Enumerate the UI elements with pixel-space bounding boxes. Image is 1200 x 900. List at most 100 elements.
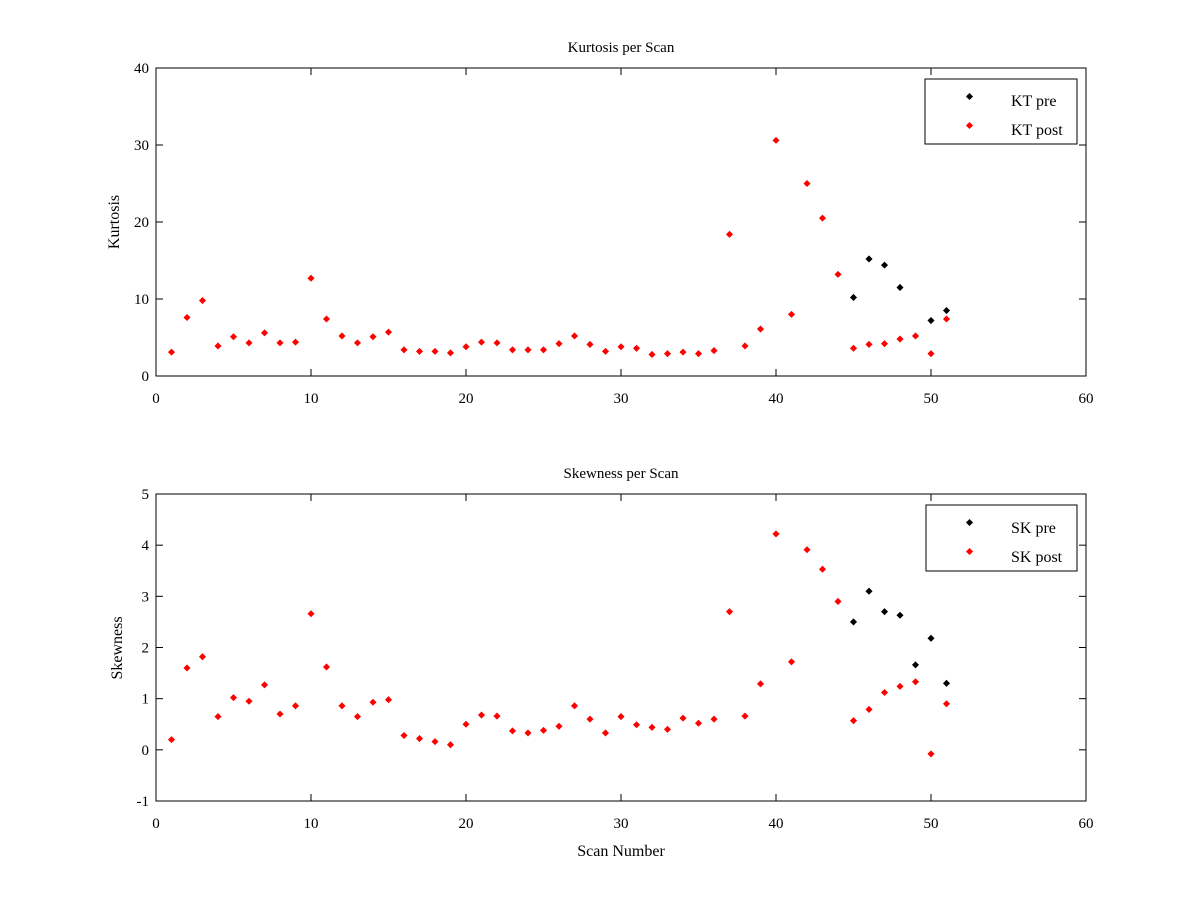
kurtosis-post-point [446,349,455,357]
kurtosis-data-points [167,136,951,358]
kurtosis-x-tick-label: 10 [304,391,319,407]
kurtosis-x-tick-label: 50 [924,391,939,407]
skewness-post-point [555,722,563,730]
skewness-post-point [214,713,222,721]
kurtosis-post-point [911,332,920,340]
kurtosis-y-tick-label: 40 [134,61,149,77]
kurtosis-post-point [880,340,889,348]
skewness-y-axis-label: Skewness [109,616,126,679]
kurtosis-y-tick-label: 20 [134,215,149,231]
skewness-post-point [183,664,191,672]
kurtosis-post-point [927,350,935,358]
kurtosis-pre-point [880,261,889,269]
kurtosis-legend-marker-post [965,121,974,130]
kurtosis-x-tick-label: 20 [459,391,474,407]
kurtosis-post-point [477,338,486,346]
kurtosis-post-point [322,315,331,323]
kurtosis-x-tick-label: 60 [1079,391,1094,407]
kurtosis-y-tick-label: 30 [134,138,149,154]
skewness-post-point [601,729,610,737]
skewness-post-point [400,731,408,740]
skewness-post-point [446,741,455,749]
skewness-x-tick-label: 10 [304,816,319,832]
skewness-post-point [539,726,548,734]
skewness-y-tick-label: 0 [142,743,150,759]
skewness-post-point [229,694,238,702]
skewness-post-point [384,696,393,704]
kurtosis-post-point [198,297,207,305]
kurtosis-legend-box [924,78,1078,145]
skewness-legend: SK pre SK post [925,504,1078,572]
skewness-post-point [167,736,176,744]
skewness-post-point [803,546,811,554]
kurtosis-post-point [710,347,718,355]
skewness-post-point [632,721,641,729]
kurtosis-post-point [539,346,548,354]
skewness-post-point [679,714,687,722]
skewness-y-tick-label: 4 [142,538,150,554]
skewness-post-point [260,681,269,689]
skewness-data-points [167,530,951,758]
skewness-post-point [291,702,300,710]
skewness-post-point [694,719,703,727]
skewness-post-point [617,713,625,721]
skewness-x-tick-label: 40 [769,816,784,832]
kurtosis-post-point [725,230,734,238]
skewness-pre-point [880,608,889,616]
kurtosis-pre-point [927,317,935,325]
kurtosis-post-point [353,339,362,347]
kurtosis-post-point [369,333,377,341]
skewness-y-tick-label: 5 [142,487,150,503]
kurtosis-pre-point [942,307,951,315]
kurtosis-post-point [818,214,827,222]
kurtosis-post-point [431,347,439,355]
skewness-post-point [865,705,873,713]
kurtosis-post-point [524,346,532,354]
skewness-x-tick-label: 0 [152,816,160,832]
skewness-pre-point [927,634,935,642]
kurtosis-post-point [570,332,579,340]
kurtosis-post-point [508,346,517,354]
kurtosis-post-point [586,340,594,348]
kurtosis-legend-marker-pre [965,92,974,101]
skewness-pre-point [896,611,904,619]
kurtosis-post-point [307,274,315,282]
kurtosis-post-point [617,343,625,351]
kurtosis-post-point [663,350,672,358]
skewness-legend-marker-pre [965,518,974,527]
kurtosis-post-point [214,342,222,350]
skewness-y-tick-label: -1 [137,794,150,810]
skewness-y-tick-label: 3 [142,589,150,605]
skewness-post-point [338,702,346,710]
kurtosis-post-point [942,315,951,323]
kurtosis-post-point [756,325,765,333]
skewness-pre-point [911,661,920,669]
skewness-x-tick-label: 60 [1079,816,1094,832]
skewness-x-tick-label: 50 [924,816,939,832]
skewness-post-point [524,729,532,737]
kurtosis-post-point [245,339,253,347]
skewness-post-point [880,688,889,697]
skewness-post-point [648,723,656,731]
skewness-post-point [508,727,517,735]
skewness-legend-marker-post [965,547,974,556]
skewness-legend-label-post: SK post [1011,549,1063,566]
skewness-post-point [462,720,470,728]
skewness-post-point [834,597,842,605]
skewness-post-point [849,717,858,725]
skewness-post-point [710,715,718,723]
skewness-post-point [818,565,827,573]
skewness-panel: Skewness per Scan Skewness Scan Number 0… [109,466,1094,860]
kurtosis-post-point [338,332,346,340]
skewness-post-point [756,680,765,688]
kurtosis-pre-point [849,293,858,301]
kurtosis-post-point [787,310,796,318]
kurtosis-ticks: 0 10 20 30 40 50 60 0 10 20 30 40 [134,61,1094,407]
skewness-post-point [369,698,377,706]
kurtosis-pre-point [896,283,904,291]
skewness-pre-point [865,587,873,595]
skewness-post-point [586,715,594,723]
kurtosis-post-point [601,347,610,355]
skewness-post-point [415,735,424,743]
